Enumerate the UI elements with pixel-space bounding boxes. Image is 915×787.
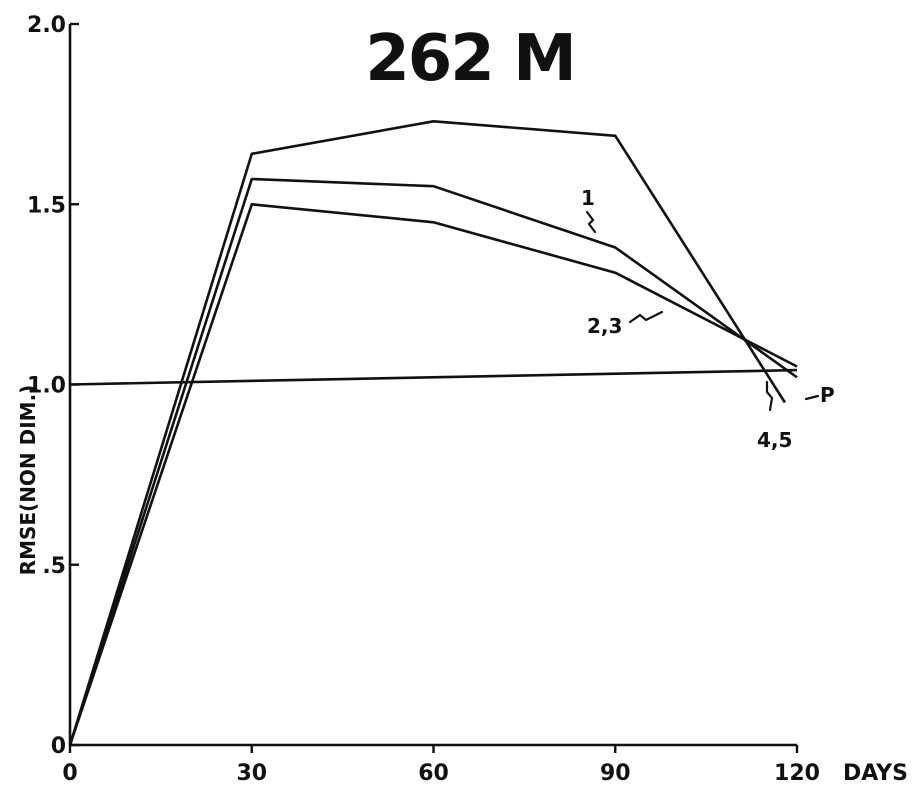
annotation-1: 1: [581, 186, 595, 210]
x-tick-label: 0: [62, 761, 77, 786]
series-group: [68, 120, 798, 746]
y-tick-label: 2.0: [27, 13, 66, 38]
annotation-4-5-arrow: [765, 380, 774, 412]
y-tick-label: .5: [42, 554, 66, 579]
series-line-2-3: [68, 203, 798, 746]
annotation-1-arrow: [585, 210, 597, 234]
annotation-2-3-arrow: [628, 310, 664, 324]
annotation-p-arrow: [804, 394, 820, 401]
y-axis-label: RMSE(NON DIM.): [16, 385, 40, 576]
annotation-2-3: 2,3: [587, 314, 622, 338]
annotation-4-5: 4,5: [757, 428, 792, 452]
series-annotations: 1 2,3 4,5 P: [581, 186, 835, 452]
x-axis-label: DAYS: [843, 761, 908, 786]
tick-labels: 0 30 60 90 120 0 .5 1.0 1.5 2.0: [27, 13, 820, 786]
series-line-p: [69, 368, 798, 386]
x-tick-label: 30: [236, 761, 267, 786]
x-tick-label: 60: [418, 761, 449, 786]
series-line-1: [68, 177, 798, 746]
chart-title: 262 M: [365, 22, 575, 96]
y-tick-label: 1.0: [27, 374, 66, 399]
y-tick-label: 1.5: [27, 193, 66, 218]
annotation-p: P: [820, 383, 835, 407]
y-tick-label: 0: [51, 734, 66, 759]
x-tick-label: 120: [774, 761, 820, 786]
x-tick-label: 90: [600, 761, 631, 786]
series-line-4-5: [68, 120, 786, 746]
axes: [68, 24, 797, 747]
